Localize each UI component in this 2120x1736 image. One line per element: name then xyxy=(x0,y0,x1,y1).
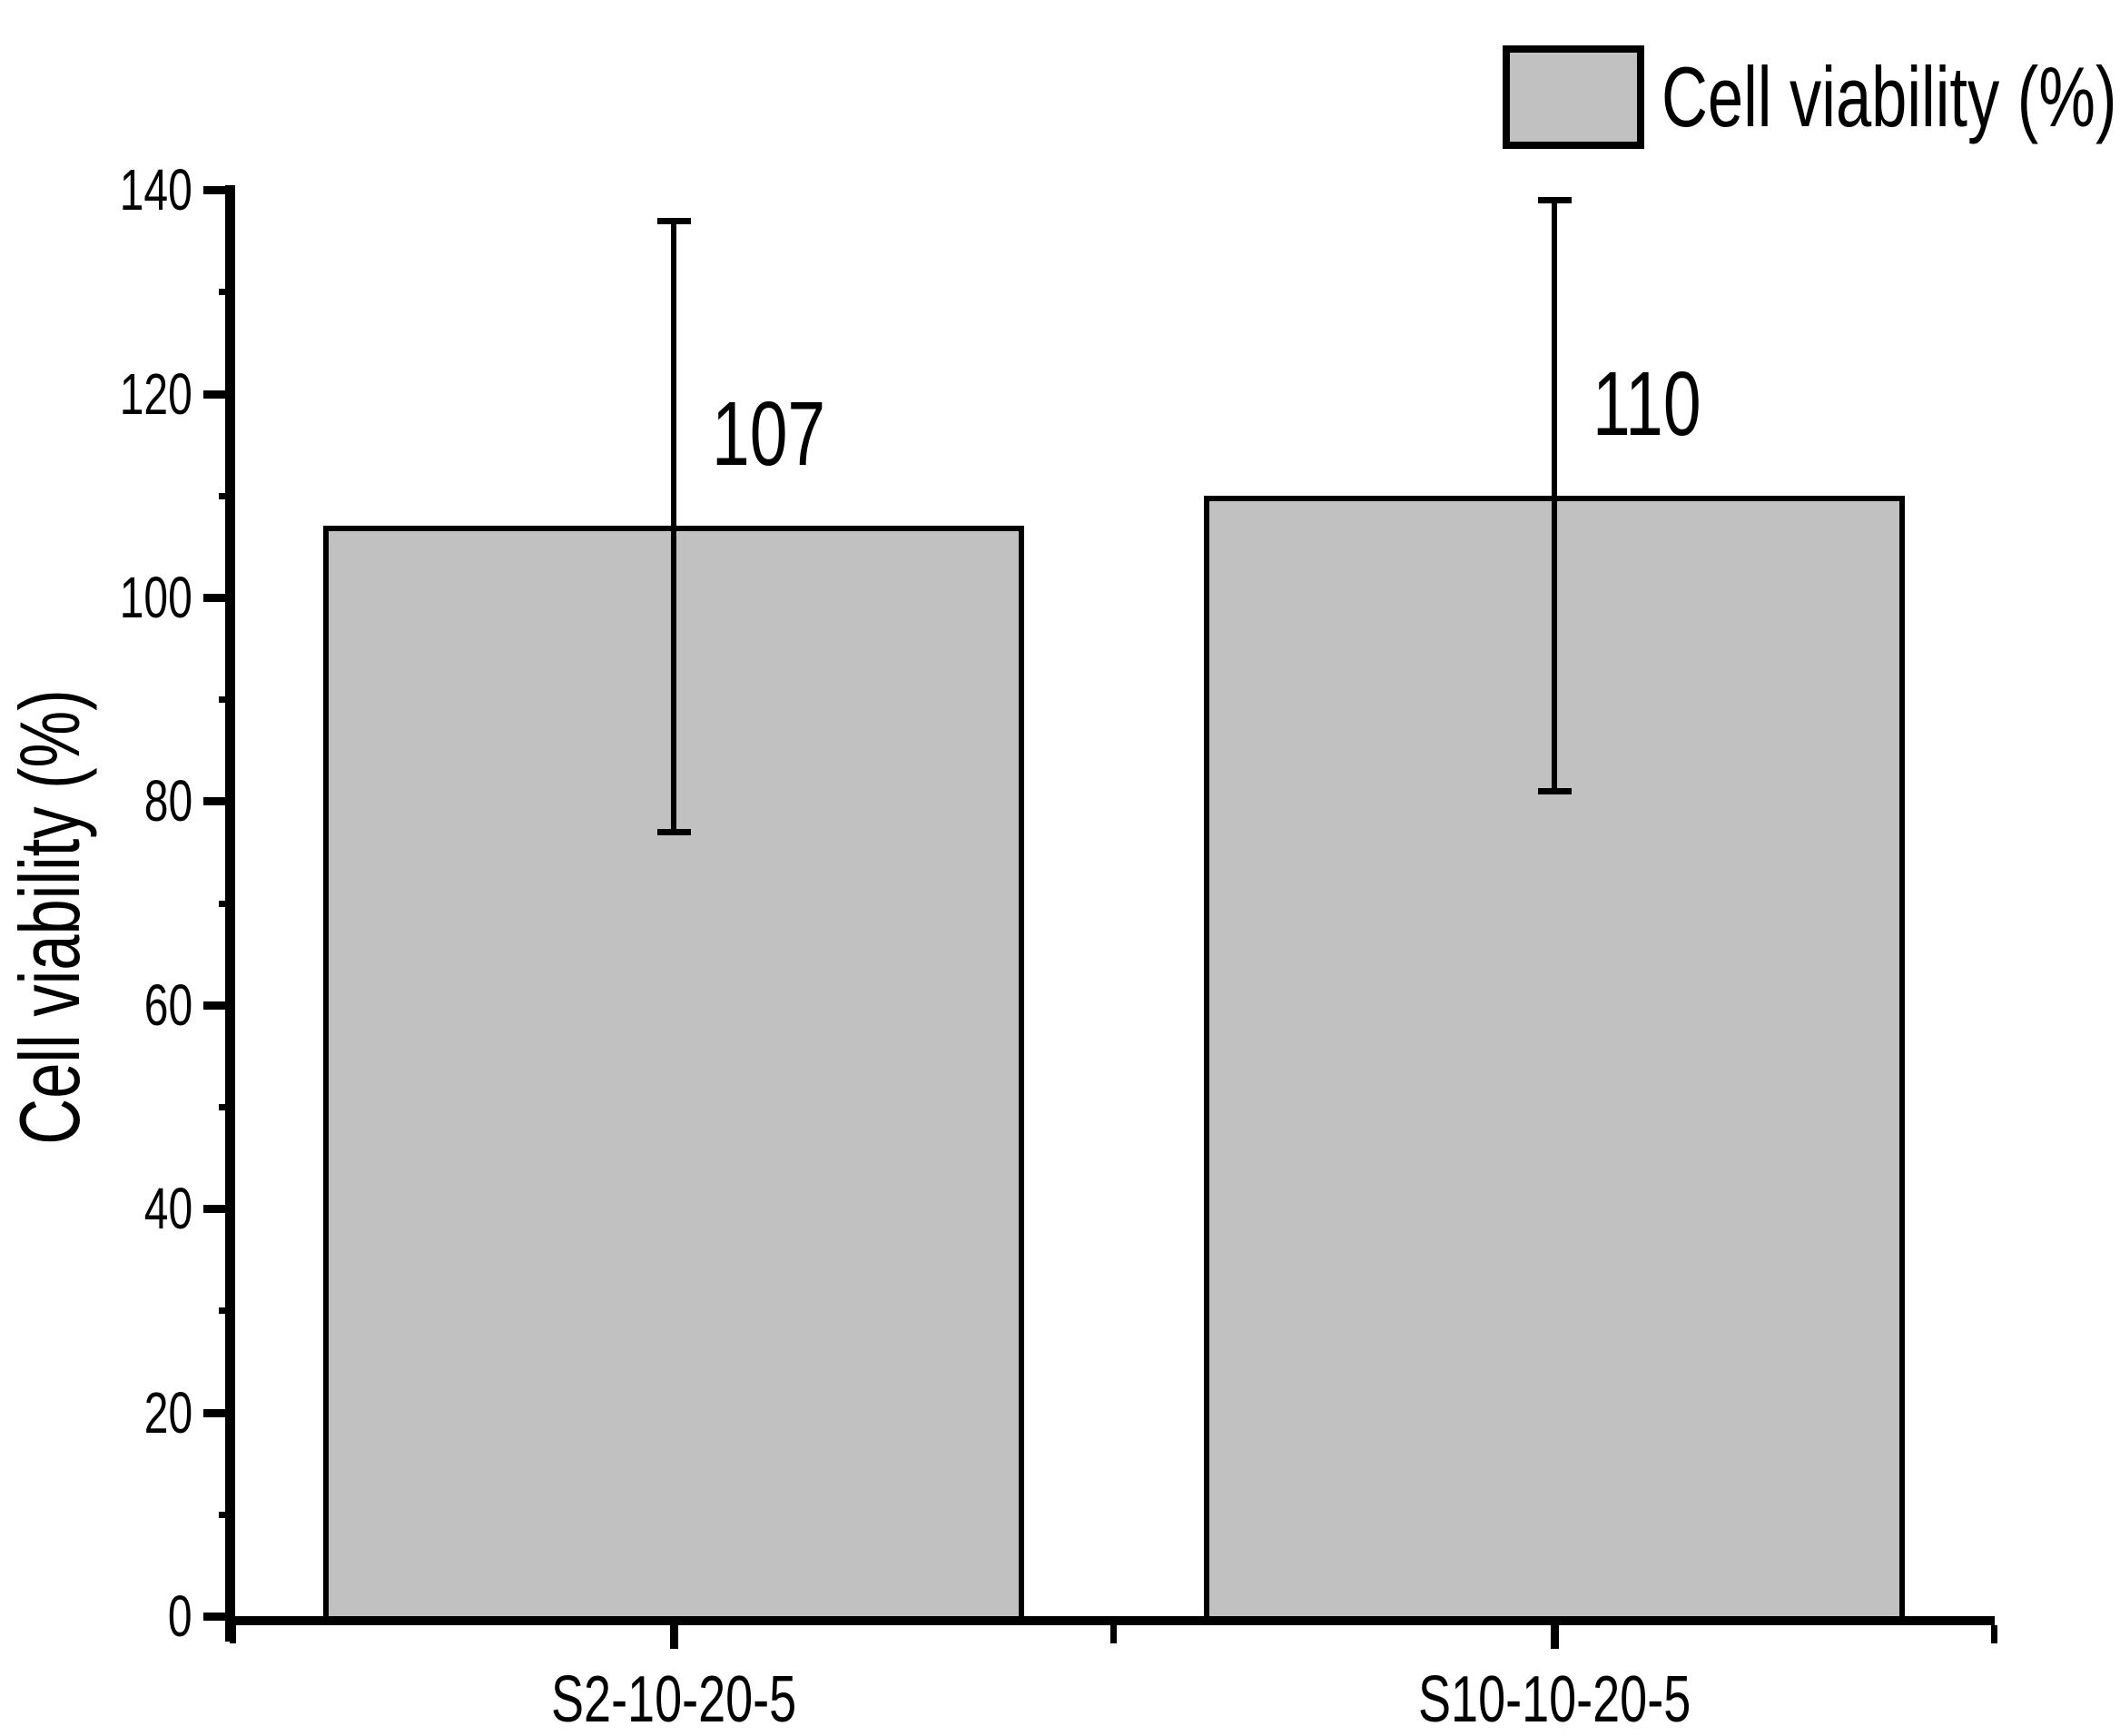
legend-entry: Cell viability (%) xyxy=(1661,54,2120,140)
x-category-label: S2-10-20-5 xyxy=(311,1663,1037,1736)
y-minor-tick xyxy=(219,1307,235,1315)
y-tick-label-text: 0 xyxy=(168,1583,192,1649)
x-major-tick xyxy=(1551,1625,1559,1649)
bar-value-label: 110 xyxy=(1592,358,1737,450)
error-bar-cap-top xyxy=(656,217,691,224)
y-tick-label: 100 xyxy=(0,564,192,631)
y-minor-tick xyxy=(219,900,235,907)
error-bar-line xyxy=(671,220,676,833)
y-axis-line xyxy=(225,185,235,1642)
bar-value-text: 110 xyxy=(1592,353,1701,455)
error-bar-line xyxy=(1552,200,1557,792)
y-tick-label-text: 140 xyxy=(119,157,192,223)
y-major-tick xyxy=(203,594,235,602)
x-major-tick xyxy=(670,1625,678,1649)
y-tick-label: 20 xyxy=(0,1379,192,1446)
y-major-tick xyxy=(203,1613,235,1621)
y-minor-tick xyxy=(219,289,235,296)
x-category-text: S10-10-20-5 xyxy=(1417,1663,1691,1736)
y-major-tick xyxy=(203,1205,235,1214)
y-minor-tick xyxy=(219,696,235,704)
error-bar-cap-top xyxy=(1537,197,1572,204)
x-category-text: S2-10-20-5 xyxy=(550,1663,797,1736)
y-major-tick xyxy=(203,390,235,399)
y-tick-label-text: 120 xyxy=(119,360,192,427)
y-minor-tick xyxy=(219,1511,235,1518)
y-tick-label-text: 80 xyxy=(143,768,192,834)
legend-label: Cell viability (%) xyxy=(1661,49,2117,144)
x-minor-tick xyxy=(230,1625,236,1643)
y-tick-label-text: 60 xyxy=(143,972,192,1038)
x-minor-tick xyxy=(1991,1625,1997,1643)
y-major-tick xyxy=(203,186,235,195)
y-major-tick xyxy=(203,797,235,806)
y-tick-label-text: 40 xyxy=(143,1176,192,1242)
y-tick-label-text: 100 xyxy=(119,565,192,630)
y-major-tick xyxy=(203,1001,235,1010)
y-minor-tick xyxy=(219,1104,235,1110)
bar-value-label: 107 xyxy=(712,388,863,480)
y-tick-label: 60 xyxy=(0,972,192,1039)
y-tick-label-text: 20 xyxy=(143,1379,192,1445)
y-tick-label: 80 xyxy=(0,767,192,834)
legend-swatch-icon xyxy=(1503,45,1644,149)
bar-value-text: 107 xyxy=(712,383,826,485)
y-tick-label: 0 xyxy=(0,1583,192,1650)
x-minor-tick xyxy=(1110,1625,1117,1643)
y-tick-label: 40 xyxy=(0,1175,192,1242)
y-major-tick xyxy=(203,1408,235,1417)
y-minor-tick xyxy=(219,492,235,499)
y-tick-label: 140 xyxy=(0,156,192,223)
x-axis-line xyxy=(225,1616,1995,1625)
y-tick-label: 120 xyxy=(0,360,192,428)
x-category-label: S10-10-20-5 xyxy=(1191,1663,1918,1736)
error-bar-cap-bottom xyxy=(656,829,691,836)
error-bar-cap-bottom xyxy=(1537,788,1572,795)
